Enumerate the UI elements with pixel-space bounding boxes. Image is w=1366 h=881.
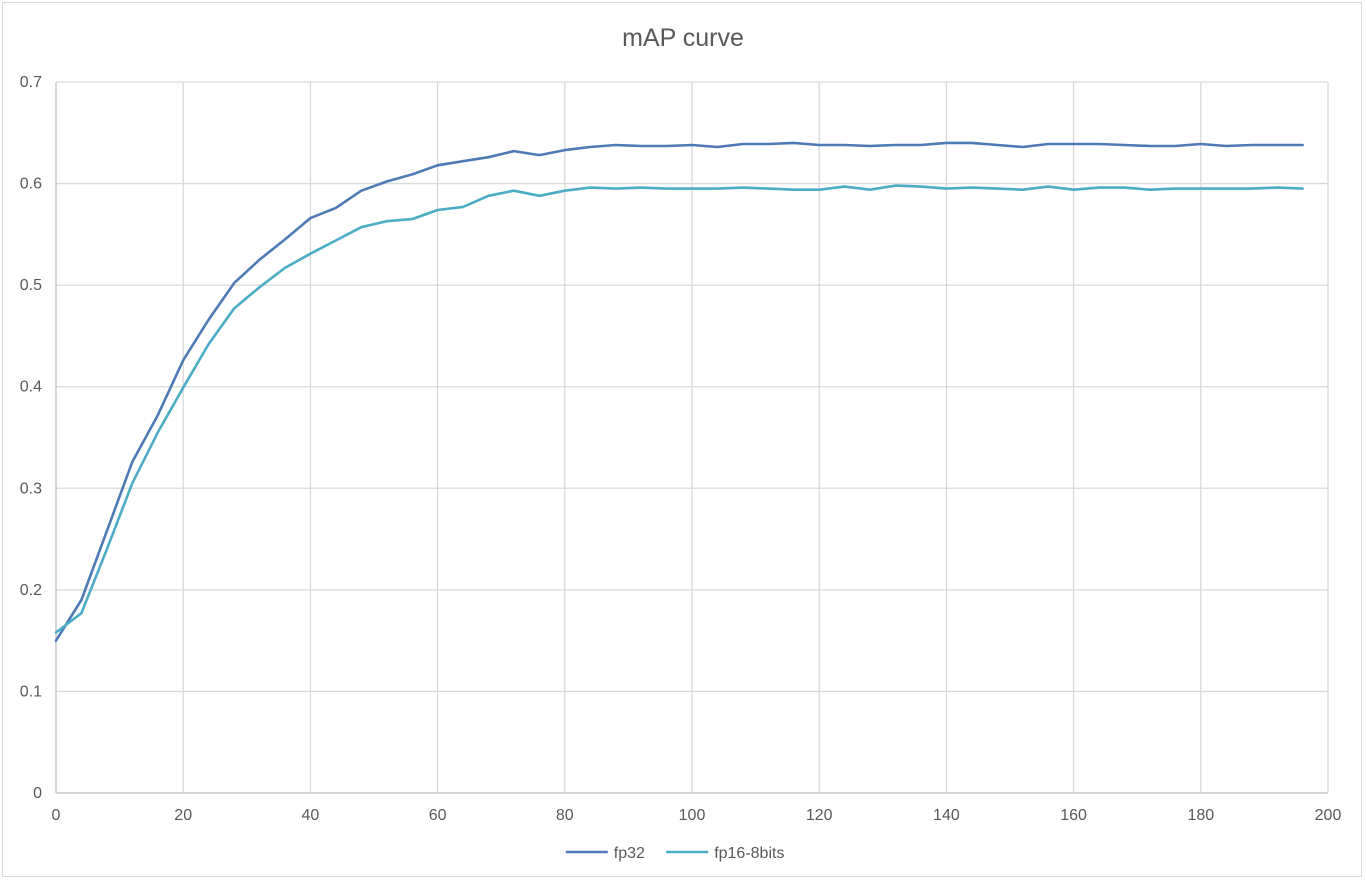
chart-title: mAP curve	[622, 24, 744, 52]
x-tick-label: 160	[1060, 807, 1087, 824]
series-lines	[54, 141, 1304, 642]
x-tick-label: 100	[679, 807, 706, 824]
x-tick-label: 200	[1315, 807, 1342, 824]
y-tick-label: 0.4	[20, 379, 42, 396]
y-tick-label: 0.5	[20, 277, 42, 294]
x-axis-tick-labels: 0 20 40 60 80 100 120 140 160 180 200	[52, 807, 1342, 824]
x-tick-label: 40	[302, 807, 320, 824]
gridlines	[56, 81, 1329, 793]
series-line-fp16-8bits	[54, 184, 1304, 634]
x-tick-label: 0	[52, 807, 61, 824]
x-tick-label: 120	[806, 807, 833, 824]
legend-item-fp32: fp32	[565, 845, 645, 862]
x-tick-label: 20	[174, 807, 192, 824]
y-tick-label: 0.2	[20, 582, 42, 599]
axes	[55, 82, 1328, 794]
series-line-fp32	[54, 141, 1304, 642]
y-tick-label: 0.1	[20, 683, 42, 700]
y-tick-label: 0.7	[20, 74, 42, 91]
legend-label: fp32	[614, 845, 645, 862]
x-tick-label: 180	[1187, 807, 1214, 824]
x-tick-label: 60	[429, 807, 447, 824]
y-tick-label: 0.3	[20, 480, 42, 497]
x-tick-label: 80	[556, 807, 574, 824]
legend: fp32 fp16-8bits	[565, 845, 784, 862]
y-tick-label: 0	[33, 785, 42, 802]
y-tick-label: 0.6	[20, 176, 42, 193]
legend-item-fp16-8bits: fp16-8bits	[666, 845, 784, 862]
y-axis-tick-labels: 0 0.1 0.2 0.3 0.4 0.5 0.6 0.7	[20, 74, 42, 802]
x-tick-label: 140	[933, 807, 960, 824]
legend-label: fp16-8bits	[714, 845, 784, 862]
